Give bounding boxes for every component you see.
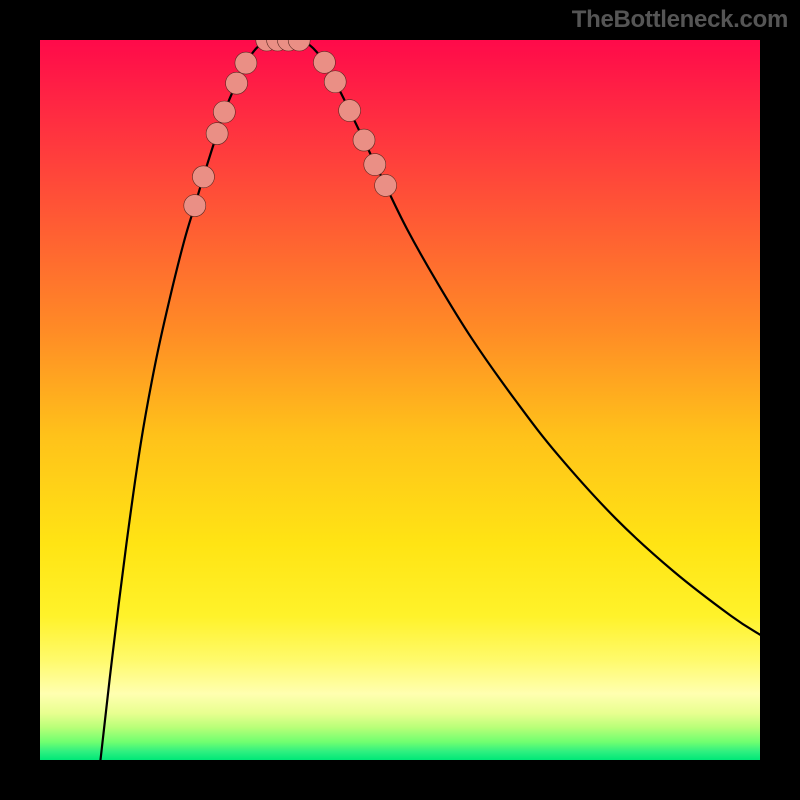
marker-left-2 xyxy=(206,123,228,145)
watermark-text: TheBottleneck.com xyxy=(572,6,788,34)
marker-right-1 xyxy=(324,71,346,93)
marker-flat-3 xyxy=(288,29,310,51)
marker-right-5 xyxy=(375,174,397,196)
chart-container: TheBottleneck.com xyxy=(0,0,800,800)
marker-right-3 xyxy=(353,129,375,151)
marker-right-4 xyxy=(364,154,386,176)
bottleneck-chart xyxy=(0,0,800,800)
marker-right-0 xyxy=(313,51,335,73)
marker-left-0 xyxy=(184,195,206,217)
marker-left-3 xyxy=(213,101,235,123)
marker-right-2 xyxy=(339,100,361,122)
marker-left-5 xyxy=(235,52,257,74)
marker-left-4 xyxy=(226,72,248,94)
marker-left-1 xyxy=(192,166,214,188)
